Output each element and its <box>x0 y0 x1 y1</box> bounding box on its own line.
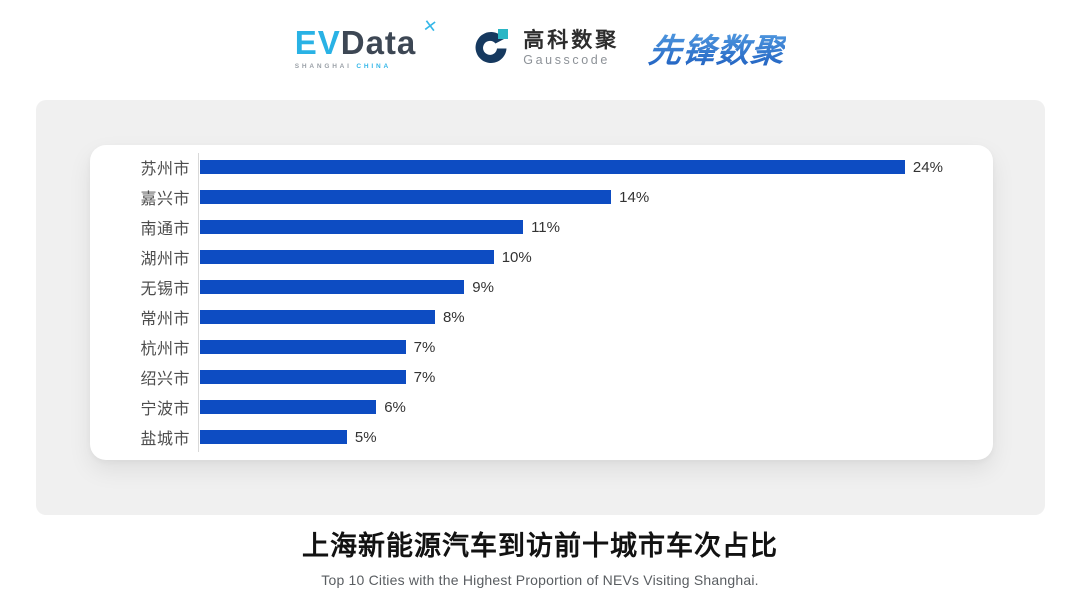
bar-category-label: 常州市 <box>140 311 190 328</box>
bar-row: 常州市 8% <box>90 302 993 332</box>
bar <box>200 160 905 174</box>
bar-track: 24% <box>200 159 993 176</box>
evdata-logo: EVData ✕ SHANGHAI CHINA <box>294 16 440 70</box>
chart-panel: 苏州市 24% 嘉兴市 14% 南通市 11% 湖州市 10% 无锡市 9% 常州市 8% 杭州市 7% 绍… <box>36 100 1045 515</box>
bar-category-label: 盐城市 <box>140 431 190 448</box>
bar-category-label: 宁波市 <box>140 401 190 418</box>
bar-chart: 苏州市 24% 嘉兴市 14% 南通市 11% 湖州市 10% 无锡市 9% 常州市 8% 杭州市 7% 绍… <box>90 145 993 460</box>
bar-track: 8% <box>200 309 993 326</box>
bar-category-label: 杭州市 <box>140 341 190 358</box>
bar <box>200 250 494 264</box>
bar-value-label: 14% <box>619 188 650 206</box>
bar <box>200 370 406 384</box>
bar-track: 7% <box>200 339 993 356</box>
bar <box>200 430 347 444</box>
bar <box>200 340 406 354</box>
bar-track: 9% <box>200 279 993 296</box>
evdata-ev-text: EV <box>294 24 341 61</box>
bar-row: 绍兴市 7% <box>90 362 993 392</box>
bar-value-label: 5% <box>354 428 377 446</box>
bar-track: 10% <box>200 249 993 266</box>
chart-card: 苏州市 24% 嘉兴市 14% 南通市 11% 湖州市 10% 无锡市 9% 常州市 8% 杭州市 7% 绍… <box>90 145 993 460</box>
bar-row: 南通市 11% <box>90 212 993 242</box>
y-axis-line <box>198 153 199 452</box>
gausscode-cn-text: 高科数聚 <box>523 28 620 52</box>
bar-category-label: 绍兴市 <box>140 371 190 388</box>
bar-row: 宁波市 6% <box>90 392 993 422</box>
bar-value-label: 9% <box>472 278 494 296</box>
chart-title: 上海新能源汽车到访前十城市车次占比 <box>302 531 778 561</box>
bar-value-label: 7% <box>413 338 436 356</box>
bar-row: 无锡市 9% <box>90 272 993 302</box>
bar-track: 14% <box>200 189 993 206</box>
bar-category-label: 无锡市 <box>140 281 190 298</box>
bar-row: 杭州市 7% <box>90 332 993 362</box>
bar-category-label: 嘉兴市 <box>140 191 190 208</box>
bar-value-label: 6% <box>384 398 406 416</box>
gausscode-logo: 高科数聚 Gausscode <box>468 25 619 71</box>
gausscode-text: 高科数聚 Gausscode <box>523 29 619 67</box>
gausscode-en-text: Gausscode <box>523 53 610 68</box>
bar-value-label: 11% <box>531 218 560 236</box>
evdata-x-icon: ✕ <box>421 16 440 37</box>
bar-row: 苏州市 24% <box>90 152 993 182</box>
bar-category-label: 湖州市 <box>140 251 190 268</box>
bar-row: 湖州市 10% <box>90 242 993 272</box>
bar <box>200 280 465 294</box>
pioneer-logo: 先锋数聚 <box>647 24 788 72</box>
gausscode-g-icon <box>475 29 509 63</box>
bar-track: 7% <box>200 369 993 386</box>
bar <box>200 190 612 204</box>
bar-row: 盐城市 5% <box>90 422 993 452</box>
chart-subtitle: Top 10 Cities with the Highest Proportio… <box>321 572 759 588</box>
evdata-tagline: SHANGHAI CHINA <box>295 63 439 70</box>
bar <box>200 400 377 414</box>
evdata-shanghai-text: SHANGHAI <box>294 63 352 70</box>
bar-value-label: 8% <box>442 308 465 326</box>
bar <box>200 310 435 324</box>
bar-value-label: 24% <box>912 158 943 176</box>
bar-track: 6% <box>200 399 993 416</box>
evdata-wordmark: EVData ✕ <box>294 16 440 61</box>
bar-track: 5% <box>200 429 993 446</box>
bar-value-label: 10% <box>501 248 532 266</box>
bar-row: 嘉兴市 14% <box>90 182 993 212</box>
bar-track: 11% <box>200 219 993 236</box>
bar-value-label: 7% <box>413 368 436 386</box>
bar <box>200 220 524 234</box>
bar-category-label: 苏州市 <box>140 161 190 178</box>
footer: 上海新能源汽车到访前十城市车次占比 Top 10 Cities with the… <box>0 524 1080 588</box>
bar-category-label: 南通市 <box>140 221 190 238</box>
header-logo-bar: EVData ✕ SHANGHAI CHINA 高科数聚 Gausscode 先… <box>0 0 1080 96</box>
evdata-data-text: Data <box>340 24 417 61</box>
evdata-china-text: CHINA <box>356 63 391 70</box>
